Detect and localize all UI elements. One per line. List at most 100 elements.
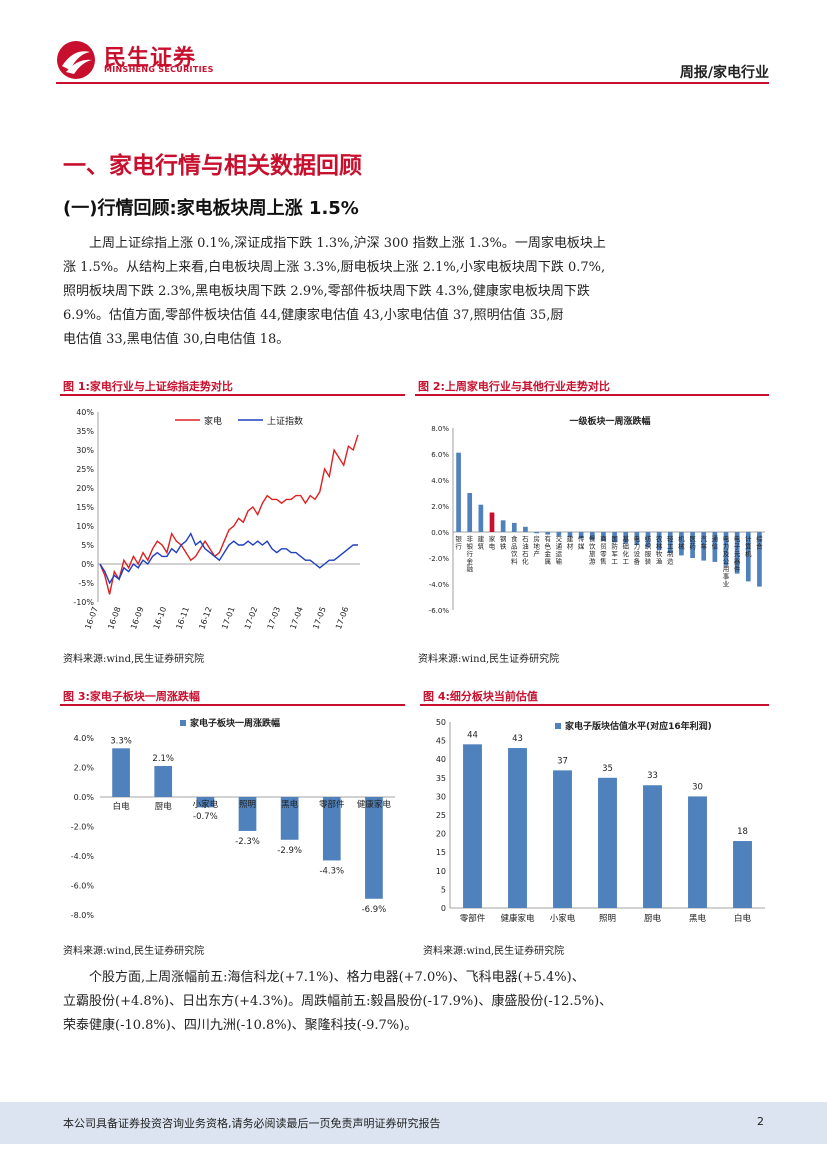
paragraph-line: 涨 1.5%。从结构上来看,白电板块周上涨 3.3%,厨电板块上涨 2.1%,小…: [63, 260, 606, 275]
y-tick-label: 50: [436, 718, 446, 727]
y-tick-label: 0: [441, 904, 446, 913]
bar-2: [196, 797, 215, 808]
value-label: 3.3%: [110, 736, 132, 746]
y-tick-label: -4.0%: [429, 581, 450, 589]
bar-10: [567, 532, 573, 538]
bar-15: [623, 532, 629, 544]
fig1-title-rule: [60, 394, 405, 396]
y-tick-label: 15%: [76, 503, 94, 512]
x-category-label: 非银行金融: [466, 534, 473, 573]
value-label: 43: [512, 734, 523, 744]
bar-11: [578, 532, 584, 539]
bar-20: [679, 532, 684, 556]
legend-swatch: [180, 720, 186, 726]
legend-swatch: [555, 723, 561, 729]
x-category-label: 健康家电: [500, 913, 535, 924]
x-category-label: 小家电: [193, 799, 219, 810]
y-tick-label: 20: [436, 830, 446, 839]
bar-27: [757, 532, 762, 587]
bar-21: [690, 532, 695, 558]
series-line-appliance: [99, 434, 359, 595]
y-tick-label: 0.0%: [431, 529, 449, 537]
y-tick-label: -2.0%: [71, 823, 95, 832]
bar-6: [365, 797, 383, 899]
fig1-line-chart: -10%-5%0%5%10%15%20%25%30%35%40%16-07 16-…: [60, 402, 405, 642]
y-tick-label: 10: [436, 867, 446, 876]
y-tick-label: 30: [436, 792, 446, 801]
subsection-title: (一)行情回顾:家电板块周上涨 1.5%: [63, 198, 359, 219]
x-category-label: 基础化工: [622, 534, 629, 566]
paragraph-line: 照明板块周下跌 2.3%,黑电板块周下跌 2.9%,零部件板块周下跌 4.3%,…: [63, 284, 590, 299]
value-label: -0.7%: [193, 812, 218, 822]
bar-1: [508, 748, 527, 908]
x-category-label: 家电: [489, 534, 496, 551]
y-tick-label: 25: [436, 811, 446, 820]
y-tick-label: -6.0%: [71, 882, 95, 891]
legend-label: 家电子板块一周涨跌幅: [190, 717, 280, 729]
x-category-label: 通信: [712, 534, 719, 551]
logo-english-name: MINSHENG SECURITIES: [104, 65, 214, 74]
bar-6: [733, 841, 752, 908]
bar-3: [489, 512, 495, 532]
bar-1: [467, 493, 473, 532]
paragraph-line: 6.9%。估值方面,零部件板块估值 44,健康家电估值 43,小家电估值 37,…: [63, 308, 564, 323]
fig4-title-rule: [420, 704, 769, 706]
x-category-label: 健康家电: [357, 799, 392, 810]
bar-5: [688, 796, 707, 908]
fig2-title: 图 2:上周家电行业与其他行业走势对比: [418, 380, 610, 393]
x-category-label: 电子元器件: [734, 534, 741, 573]
x-category-label: 建材: [567, 534, 574, 551]
fig1-source: 资料来源:wind,民生证券研究院: [63, 654, 205, 665]
fig2-title-rule: [415, 394, 769, 396]
x-category-label: 食品饮料: [511, 534, 518, 566]
x-category-label: 综合: [756, 534, 763, 551]
bar-4: [500, 520, 506, 532]
page-number: 2: [757, 1115, 764, 1128]
bar-5: [322, 797, 341, 861]
fig1-title: 图 1:家电行业与上证综指走势对比: [63, 380, 233, 393]
y-tick-label: 8.0%: [431, 425, 449, 433]
chart-background: [60, 402, 405, 642]
x-category-label: 汽车: [700, 534, 707, 551]
bar-3: [598, 777, 617, 908]
y-tick-label: 35: [436, 774, 446, 783]
x-category-label: 传媒: [578, 534, 585, 551]
y-tick-label: 40: [436, 755, 446, 764]
x-category-label: 厨电: [644, 913, 662, 924]
document-type: 周报/家电行业: [679, 65, 769, 81]
fig4-title: 图 4:细分板块当前估值: [423, 690, 538, 703]
paragraph-line: 立霸股份(+4.8%)、日出东方(+4.3%)。周跌幅前五:毅昌股份(-17.9…: [63, 994, 613, 1009]
legend-label-appliance: 家电: [204, 415, 222, 427]
section-title: 一、家电行情与相关数据回顾: [63, 153, 362, 179]
x-category-label: 有色金属: [544, 534, 551, 566]
bar-3: [238, 797, 257, 831]
x-category-label: 钢铁: [500, 535, 507, 551]
y-tick-label: 4.0%: [431, 477, 449, 485]
legend-label-shanghai-index: 上证指数: [267, 415, 303, 427]
y-tick-label: 20%: [76, 484, 94, 493]
fig2-bar-chart: 一级板块一周涨跌幅 8.0% 6.0% 4.0% 2.0% 0.0% -2.0% -4.0% -…: [429, 415, 765, 615]
bar-14: [612, 532, 617, 543]
x-category-label: 机械: [678, 534, 685, 551]
value-label: -2.9%: [277, 846, 302, 856]
paragraph-line: 个股方面,上周涨幅前五:海信科龙(+7.1%)、格力电器(+7.0%)、飞科电器…: [89, 970, 585, 985]
bar-2: [478, 504, 484, 532]
x-category-label: 建筑: [478, 534, 485, 551]
bar-18: [656, 532, 662, 551]
x-category-label: 小家电: [550, 913, 576, 924]
x-category-label: 商贸零售: [600, 534, 607, 566]
legend-label: 家电子版块估值水平(对应16年利润): [565, 720, 712, 732]
bar-6: [523, 526, 528, 532]
bar-1: [154, 766, 173, 797]
bar-0: [456, 452, 461, 532]
bar-26: [745, 532, 751, 582]
x-category-label: 黑电: [689, 913, 707, 924]
fig4-source: 资料来源:wind,民生证券研究院: [423, 946, 565, 957]
y-tick-label: -4.0%: [71, 852, 95, 861]
value-label: 44: [467, 730, 478, 740]
bar-24: [723, 532, 729, 566]
bar-16: [634, 532, 640, 545]
fig4-bar-chart: 家电子版块估值水平(对应16年利润)5045403530252015105044…: [436, 718, 765, 924]
y-tick-label: -6.0%: [429, 607, 450, 615]
paragraph-line: 荣泰健康(-10.8%)、四川九洲(-10.8%)、聚隆科技(-9.7%)。: [63, 1018, 418, 1033]
